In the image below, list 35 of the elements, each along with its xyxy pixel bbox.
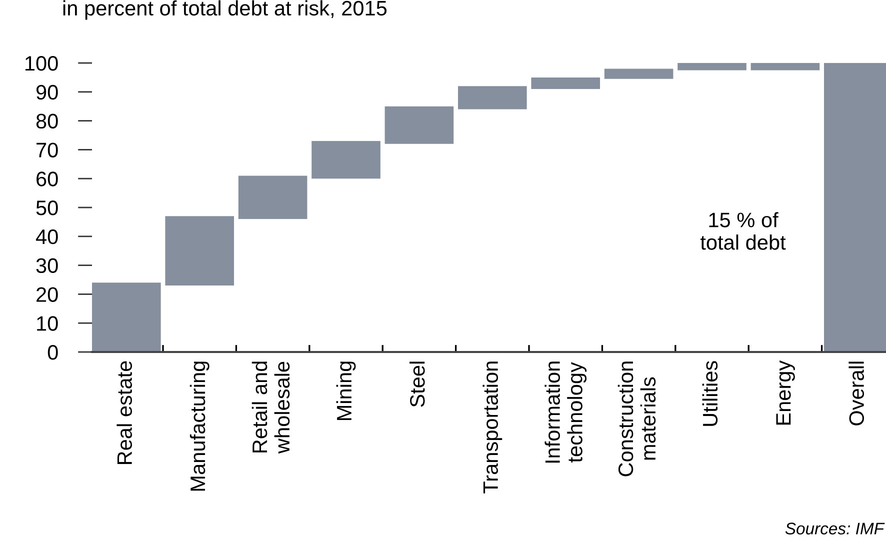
bar xyxy=(750,63,820,70)
x-tick-label: Mining xyxy=(336,362,356,420)
bar xyxy=(165,216,234,286)
x-tick-label: Real estate xyxy=(116,361,132,464)
y-tick-label: 50 xyxy=(36,200,58,216)
y-tick-label: 20 xyxy=(36,287,58,302)
x-tick-label: Overall xyxy=(848,362,864,426)
bar xyxy=(604,68,674,79)
y-tick-label: 90 xyxy=(36,84,58,100)
bar xyxy=(238,176,308,220)
y-tick-label: 0 xyxy=(48,345,58,360)
bar xyxy=(92,282,161,352)
x-tick-label: Retail and wholesale xyxy=(252,362,290,454)
bar xyxy=(678,63,746,70)
x-tick-label: Transportation xyxy=(482,362,502,494)
y-tick-label: 70 xyxy=(36,142,58,158)
y-tick-label: 40 xyxy=(36,229,58,244)
x-tick-label: Manufacturing xyxy=(190,362,210,491)
bar xyxy=(458,86,527,110)
x-tick-label: Utilities xyxy=(702,361,718,426)
annotation: 15 % of total debt xyxy=(700,212,786,250)
source-note: Sources: IMF xyxy=(785,522,885,534)
y-tick-label: 80 xyxy=(36,114,58,129)
bar xyxy=(312,141,380,179)
x-tick-label: Energy xyxy=(776,360,795,425)
y-tick-label: 30 xyxy=(36,258,58,274)
y-tick-label: 60 xyxy=(36,172,58,186)
x-tick-label: Information technology xyxy=(544,362,587,463)
x-tick-label: Steel xyxy=(409,362,425,407)
y-tick-label: 10 xyxy=(37,316,58,331)
bar xyxy=(384,106,454,144)
y-tick-label: 100 xyxy=(26,56,58,71)
chart-subtitle: in percent of total debt at risk, 2015 xyxy=(63,0,387,20)
x-tick-label: Construction materials xyxy=(618,362,656,476)
bar xyxy=(531,77,600,90)
